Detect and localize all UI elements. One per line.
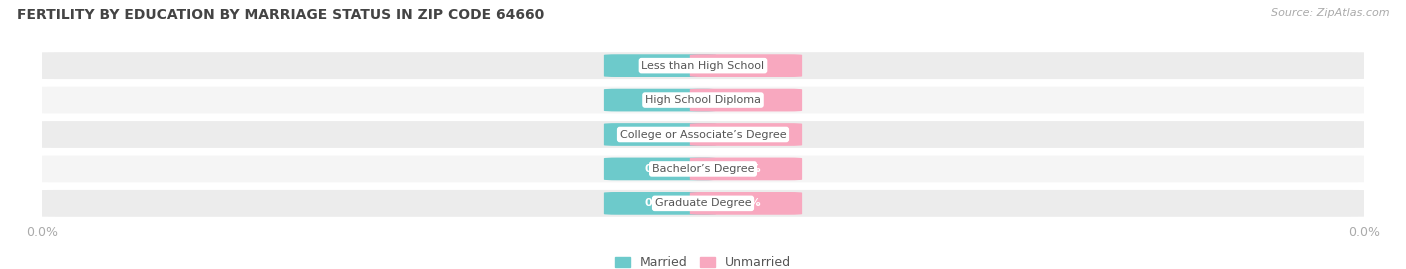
FancyBboxPatch shape xyxy=(690,192,801,215)
Text: 0.0%: 0.0% xyxy=(731,95,761,105)
Text: Bachelor’s Degree: Bachelor’s Degree xyxy=(652,164,754,174)
Text: 0.0%: 0.0% xyxy=(645,95,675,105)
FancyBboxPatch shape xyxy=(605,89,716,111)
Text: FERTILITY BY EDUCATION BY MARRIAGE STATUS IN ZIP CODE 64660: FERTILITY BY EDUCATION BY MARRIAGE STATU… xyxy=(17,8,544,22)
Text: 0.0%: 0.0% xyxy=(731,164,761,174)
FancyBboxPatch shape xyxy=(690,89,801,111)
Text: 0.0%: 0.0% xyxy=(645,61,675,71)
FancyBboxPatch shape xyxy=(30,190,1376,217)
FancyBboxPatch shape xyxy=(30,155,1376,182)
Text: Graduate Degree: Graduate Degree xyxy=(655,198,751,208)
Text: 0.0%: 0.0% xyxy=(731,198,761,208)
FancyBboxPatch shape xyxy=(605,123,716,146)
Text: 0.0%: 0.0% xyxy=(645,198,675,208)
FancyBboxPatch shape xyxy=(30,52,1376,79)
Text: Less than High School: Less than High School xyxy=(641,61,765,71)
Legend: Married, Unmarried: Married, Unmarried xyxy=(614,256,792,269)
Text: 0.0%: 0.0% xyxy=(731,129,761,140)
FancyBboxPatch shape xyxy=(690,158,801,180)
FancyBboxPatch shape xyxy=(690,123,801,146)
Text: 0.0%: 0.0% xyxy=(645,164,675,174)
Text: Source: ZipAtlas.com: Source: ZipAtlas.com xyxy=(1271,8,1389,18)
FancyBboxPatch shape xyxy=(30,121,1376,148)
FancyBboxPatch shape xyxy=(605,158,716,180)
Text: 0.0%: 0.0% xyxy=(645,129,675,140)
Text: 0.0%: 0.0% xyxy=(731,61,761,71)
Text: College or Associate’s Degree: College or Associate’s Degree xyxy=(620,129,786,140)
FancyBboxPatch shape xyxy=(30,87,1376,114)
FancyBboxPatch shape xyxy=(605,192,716,215)
Text: High School Diploma: High School Diploma xyxy=(645,95,761,105)
FancyBboxPatch shape xyxy=(690,54,801,77)
FancyBboxPatch shape xyxy=(605,54,716,77)
